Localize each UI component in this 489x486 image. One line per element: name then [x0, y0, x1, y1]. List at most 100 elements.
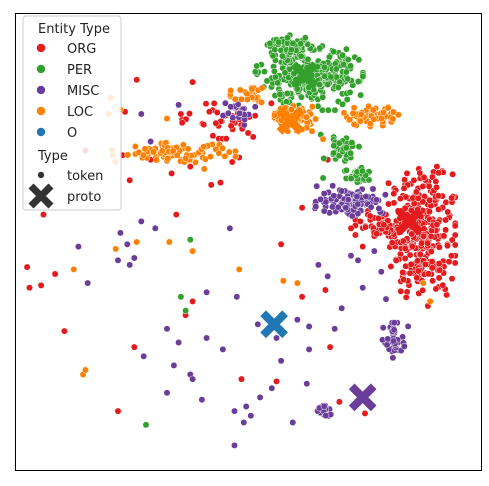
token-point-misc — [372, 196, 380, 204]
token-point-misc — [203, 288, 211, 296]
token-point-org — [408, 243, 416, 250]
token-point-loc — [303, 113, 310, 121]
token-point-org — [402, 293, 410, 301]
token-point-org — [426, 196, 434, 204]
token-point-org — [177, 110, 185, 118]
token-point-org — [401, 176, 409, 184]
token-point-org — [186, 110, 193, 118]
legend-proto-marker — [28, 183, 54, 209]
token-point-misc — [221, 99, 229, 107]
legend-swatch-org — [36, 43, 46, 53]
token-point-loc — [158, 147, 166, 155]
token-point-loc — [389, 115, 397, 123]
token-point-org — [444, 208, 452, 216]
token-point-per — [297, 93, 305, 101]
token-point-org — [432, 178, 440, 185]
token-point-per — [324, 81, 332, 88]
token-point-loc — [221, 152, 229, 160]
token-point-org — [186, 163, 194, 171]
token-point-org — [388, 239, 396, 247]
token-point-per — [283, 90, 291, 97]
token-point-org — [366, 212, 374, 220]
token-point-org — [451, 241, 459, 249]
token-point-loc — [384, 104, 392, 112]
token-point-per — [346, 88, 354, 96]
token-point-misc — [367, 203, 375, 211]
token-point-misc — [338, 187, 346, 195]
token-point-misc — [224, 109, 232, 117]
token-point-org — [407, 206, 415, 214]
legend-label-org: ORG — [67, 42, 96, 57]
token-point-loc — [200, 143, 208, 151]
token-point-per — [182, 307, 190, 315]
token-point-misc — [256, 393, 264, 401]
token-point-org — [251, 112, 259, 120]
token-point-misc — [303, 380, 311, 388]
legend-entry-per: PER — [36, 63, 92, 78]
token-point-org — [447, 252, 455, 260]
token-point-per — [355, 56, 363, 64]
token-point-misc — [240, 419, 248, 426]
token-point-loc — [287, 106, 295, 113]
token-point-loc — [340, 109, 348, 117]
token-point-org — [207, 181, 215, 189]
token-point-org — [414, 267, 422, 275]
token-point-org — [448, 194, 456, 202]
token-point-misc — [289, 419, 297, 426]
token-point-org — [209, 132, 217, 140]
token-point-per — [270, 67, 278, 75]
token-point-per — [339, 51, 347, 59]
token-point-org — [51, 270, 59, 278]
token-point-org — [421, 260, 429, 268]
token-point-org — [419, 198, 427, 206]
legend-hue-items: ORG PER MISC LOC O — [36, 42, 99, 141]
token-point-per — [278, 52, 286, 60]
token-point-org — [434, 192, 442, 200]
token-point-org — [202, 100, 210, 108]
token-points-layer — [23, 31, 459, 449]
token-point-org — [200, 121, 208, 129]
token-point-org — [168, 169, 176, 177]
token-point-org — [347, 224, 355, 232]
token-point-misc — [322, 198, 330, 206]
token-point-misc — [74, 243, 82, 251]
token-point-loc — [293, 279, 301, 287]
token-point-org — [406, 269, 414, 277]
token-point-org — [373, 230, 381, 238]
token-point-org — [414, 194, 422, 202]
token-point-loc — [124, 151, 132, 159]
token-point-per — [251, 68, 259, 76]
token-point-misc — [390, 326, 398, 334]
token-point-org — [60, 327, 68, 335]
token-point-org — [442, 226, 450, 234]
token-point-org — [435, 260, 443, 268]
token-point-misc — [354, 256, 362, 264]
token-point-per — [142, 421, 150, 429]
token-point-loc — [258, 84, 266, 92]
token-point-per — [297, 52, 305, 60]
legend-label-o: O — [67, 126, 77, 141]
token-point-per — [177, 293, 185, 301]
token-point-loc — [163, 115, 171, 123]
token-point-org — [433, 183, 441, 191]
token-point-per — [344, 56, 352, 64]
token-point-misc — [404, 322, 412, 330]
token-point-org — [427, 248, 435, 255]
token-point-misc — [84, 279, 92, 287]
token-point-misc — [231, 407, 238, 415]
token-point-org — [356, 217, 364, 225]
token-point-org — [407, 260, 415, 268]
token-point-loc — [346, 116, 354, 124]
token-point-loc — [244, 96, 251, 103]
token-point-loc — [139, 151, 147, 159]
token-point-misc — [305, 323, 313, 330]
token-point-misc — [277, 357, 285, 365]
token-point-loc — [236, 86, 244, 94]
token-point-misc — [381, 191, 389, 199]
token-point-org — [428, 258, 436, 266]
legend-swatch-per — [36, 64, 46, 74]
legend-token-label: token — [67, 169, 103, 184]
token-point-per — [316, 81, 324, 89]
token-point-org — [419, 182, 427, 190]
token-point-per — [355, 143, 363, 151]
